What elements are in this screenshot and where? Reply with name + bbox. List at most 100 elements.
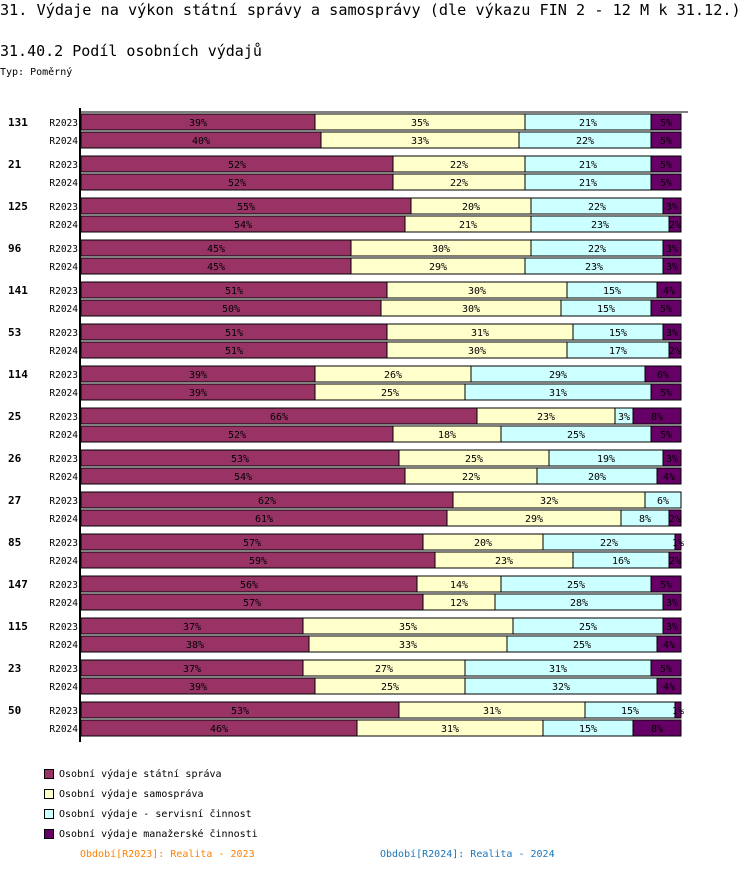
period-label: R2023 — [49, 118, 78, 129]
data-label: 45% — [207, 262, 225, 273]
data-label: 29% — [429, 262, 447, 273]
data-label: 2% — [669, 220, 681, 231]
stacked-bar-chart: 131 R2023 39% 35% 21% 5% R2024 40% 33% 22% 5% 21 R20… — [8, 108, 688, 742]
data-label: 16% — [612, 556, 630, 567]
chart-type-label: Typ: Poměrný — [0, 67, 73, 78]
data-label: 23% — [585, 262, 603, 273]
data-label: 3% — [666, 454, 678, 465]
period-label: R2024 — [49, 262, 78, 273]
data-label: 5% — [660, 664, 672, 675]
data-label: 17% — [609, 346, 627, 357]
period-label: R2023 — [49, 202, 78, 213]
data-label: 3% — [666, 244, 678, 255]
data-label: 22% — [450, 160, 468, 171]
period-label: R2023 — [49, 664, 78, 675]
data-label: 39% — [189, 118, 207, 129]
bar-segment — [656, 467, 682, 485]
bar-segment — [674, 533, 682, 551]
group-label: 50 — [8, 704, 21, 717]
data-label: 50% — [222, 304, 240, 315]
data-label: 4% — [663, 640, 675, 651]
group-label: 85 — [8, 536, 21, 549]
footer-period-2024: Období[R2024]: Realita - 2024 — [380, 849, 555, 860]
bar-segment — [650, 173, 682, 191]
period-label: R2023 — [49, 496, 78, 507]
data-label: 30% — [432, 244, 450, 255]
legend-swatch — [44, 829, 54, 839]
group-label: 131 — [8, 116, 28, 129]
data-label: 25% — [465, 454, 483, 465]
data-label: 21% — [579, 178, 597, 189]
group-label: 27 — [8, 494, 21, 507]
bar-segment — [632, 407, 682, 425]
bar-segment — [662, 449, 682, 467]
data-label: 35% — [411, 118, 429, 129]
period-label: R2023 — [49, 328, 78, 339]
group-label: 147 — [8, 578, 28, 591]
bar-segment — [662, 239, 682, 257]
group-label: 125 — [8, 200, 28, 213]
data-label: 37% — [183, 622, 201, 633]
data-label: 55% — [237, 202, 255, 213]
group-label: 114 — [8, 368, 28, 381]
data-label: 57% — [243, 538, 261, 549]
data-label: 6% — [657, 370, 669, 381]
data-label: 2% — [669, 514, 681, 525]
bar-segment — [650, 155, 682, 173]
data-label: 8% — [639, 514, 651, 525]
period-label: R2023 — [49, 244, 78, 255]
data-label: 53% — [231, 454, 249, 465]
data-label: 19% — [597, 454, 615, 465]
data-label: 14% — [450, 580, 468, 591]
legend-swatch — [44, 789, 54, 799]
period-label: R2023 — [49, 706, 78, 717]
data-label: 31% — [549, 664, 567, 675]
data-label: 22% — [588, 202, 606, 213]
legend-swatch — [44, 769, 54, 779]
page-title: 31. Výdaje na výkon státní správy a samo… — [0, 1, 741, 19]
data-label: 5% — [660, 178, 672, 189]
period-label: R2023 — [49, 370, 78, 381]
period-label: R2023 — [49, 412, 78, 423]
data-label: 23% — [591, 220, 609, 231]
period-label: R2024 — [49, 556, 78, 567]
data-label: 25% — [567, 580, 585, 591]
data-label: 6% — [657, 496, 669, 507]
data-label: 22% — [600, 538, 618, 549]
data-label: 25% — [567, 430, 585, 441]
period-label: R2024 — [49, 472, 78, 483]
bar-segment — [632, 719, 682, 737]
data-label: 15% — [603, 286, 621, 297]
group-label: 23 — [8, 662, 21, 675]
bar-segment — [668, 215, 682, 233]
legend-label: Osobní výdaje - servisní činnost — [59, 808, 252, 820]
data-label: 20% — [588, 472, 606, 483]
bar-segment — [656, 677, 682, 695]
period-label: R2024 — [49, 598, 78, 609]
data-label: 21% — [579, 118, 597, 129]
legend-label: Osobní výdaje manažerské činnosti — [59, 828, 258, 840]
legend-label: Osobní výdaje samospráva — [59, 788, 204, 800]
data-label: 22% — [462, 472, 480, 483]
bar-segment — [656, 281, 682, 299]
data-label: 3% — [666, 262, 678, 273]
data-label: 39% — [189, 682, 207, 693]
data-label: 1% — [672, 706, 684, 717]
group-label: 96 — [8, 242, 22, 255]
legend-item: Osobní výdaje manažerské činnosti — [44, 824, 258, 844]
data-label: 29% — [549, 370, 567, 381]
data-label: 23% — [537, 412, 555, 423]
period-label: R2023 — [49, 286, 78, 297]
bar-segment — [662, 197, 682, 215]
data-label: 15% — [609, 328, 627, 339]
period-label: R2024 — [49, 640, 78, 651]
bar-segment — [644, 491, 682, 509]
period-label: R2024 — [49, 304, 78, 315]
data-label: 38% — [186, 640, 204, 651]
data-label: 57% — [243, 598, 261, 609]
data-label: 37% — [183, 664, 201, 675]
data-label: 8% — [651, 724, 663, 735]
period-label: R2023 — [49, 538, 78, 549]
period-label: R2024 — [49, 136, 78, 147]
footer-period-2023: Období[R2023]: Realita - 2023 — [80, 849, 255, 860]
